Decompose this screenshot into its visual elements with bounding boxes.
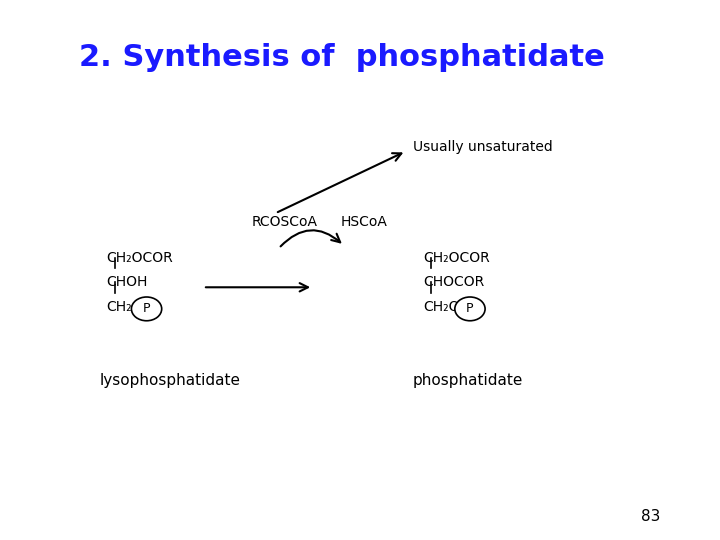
Text: HSCoA: HSCoA [341, 215, 387, 230]
Circle shape [132, 297, 162, 321]
Circle shape [455, 297, 485, 321]
Text: RCOSCoA: RCOSCoA [251, 215, 317, 230]
Text: Usually unsaturated: Usually unsaturated [413, 140, 552, 154]
Text: CHOH: CHOH [107, 275, 148, 289]
Text: CH₂OCOR: CH₂OCOR [107, 251, 174, 265]
Text: CH₂O: CH₂O [107, 300, 143, 314]
Text: CH₂OCOR: CH₂OCOR [423, 251, 490, 265]
Text: 83: 83 [642, 509, 660, 524]
Text: CHOCOR: CHOCOR [423, 275, 485, 289]
Text: lysophosphatidate: lysophosphatidate [100, 373, 240, 388]
Text: P: P [467, 302, 474, 315]
Text: phosphatidate: phosphatidate [413, 373, 523, 388]
Text: CH₂O: CH₂O [423, 300, 459, 314]
Text: 2. Synthesis of  phosphatidate: 2. Synthesis of phosphatidate [79, 43, 605, 72]
Text: P: P [143, 302, 150, 315]
